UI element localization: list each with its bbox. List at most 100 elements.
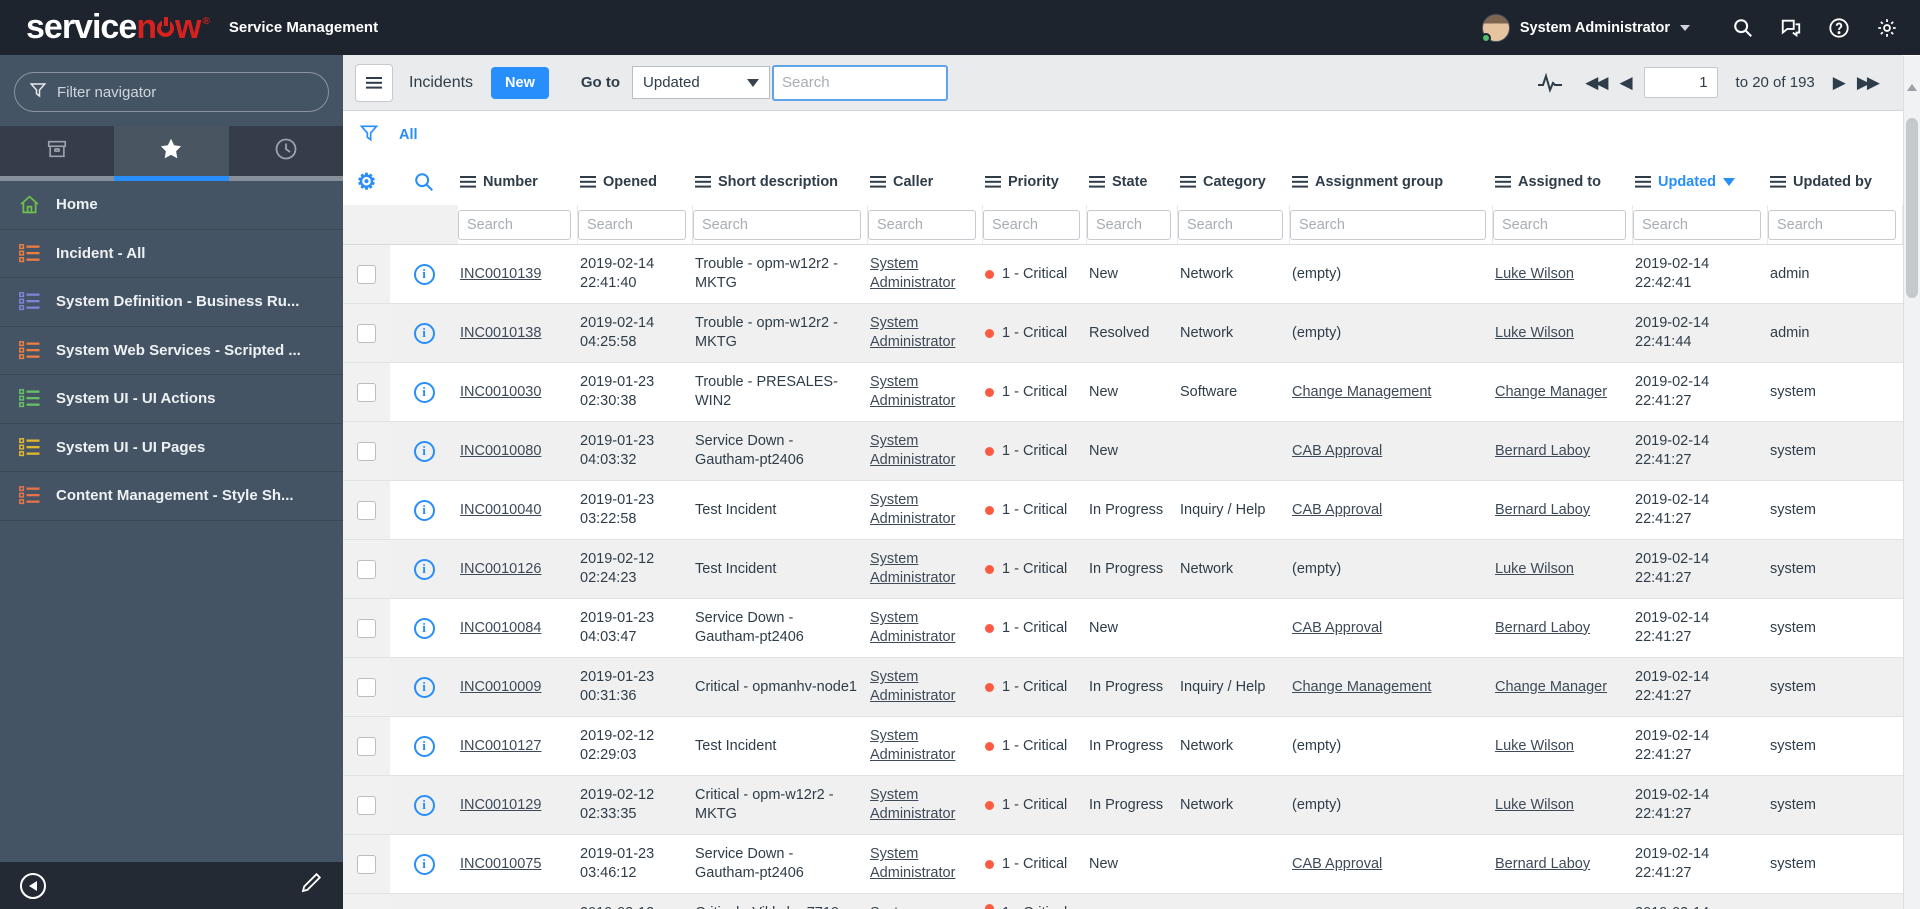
caller-link[interactable]: System Administrator [870, 846, 956, 881]
scrollbar-thumb[interactable] [1906, 118, 1918, 298]
assigned-to-link[interactable]: Bernard Laboy [1495, 501, 1591, 518]
assigned-to-link[interactable]: Luke Wilson [1495, 265, 1574, 282]
first-page-icon[interactable]: ◀◀ [1585, 72, 1608, 92]
info-icon[interactable]: i [413, 263, 435, 285]
caller-link[interactable]: System Administrator [870, 787, 956, 822]
column-search-updated[interactable] [1633, 209, 1761, 240]
tab-history[interactable] [229, 126, 343, 176]
sidebar-item-system-ui-ui-pages[interactable]: System UI - UI Pages [0, 424, 343, 472]
incident-number-link[interactable]: INC0010075 [460, 855, 542, 872]
tab-all-applications[interactable] [0, 126, 114, 176]
row-checkbox[interactable] [357, 500, 376, 520]
new-button[interactable]: New [491, 66, 549, 99]
info-icon[interactable]: i [413, 735, 435, 757]
personalize-list-gear-icon[interactable]: ⚙ [356, 169, 377, 194]
assigned-to-link[interactable]: Luke Wilson [1495, 737, 1574, 754]
incident-number-link[interactable]: INC0010127 [460, 737, 542, 754]
info-icon[interactable]: i [413, 617, 435, 639]
row-checkbox[interactable] [357, 795, 376, 815]
column-header-priority[interactable]: Priority [983, 159, 1087, 205]
row-checkbox[interactable] [357, 854, 376, 874]
info-icon[interactable]: i [413, 558, 435, 580]
assignment-group-link[interactable]: CAB Approval [1292, 619, 1383, 636]
column-search-caller[interactable] [868, 209, 976, 240]
column-header-updated[interactable]: Updated [1633, 159, 1768, 205]
row-checkbox[interactable] [357, 264, 376, 284]
row-checkbox[interactable] [357, 618, 376, 638]
column-search-category[interactable] [1178, 209, 1283, 240]
column-search-updated-by[interactable] [1768, 209, 1896, 240]
row-checkbox[interactable] [357, 677, 376, 697]
info-icon[interactable]: i [413, 853, 435, 875]
assignment-group-link[interactable]: CAB Approval [1292, 855, 1383, 872]
list-search-icon[interactable] [390, 159, 458, 205]
caller-link[interactable]: System Administrator [870, 433, 956, 468]
assigned-to-link[interactable]: Change Manager [1495, 383, 1608, 400]
assignment-group-link[interactable]: Change Management [1292, 678, 1432, 695]
info-icon[interactable]: i [413, 381, 435, 403]
column-search-assignment-group[interactable] [1290, 209, 1486, 240]
caller-link[interactable]: System Administrator [870, 551, 956, 586]
filter-funnel-icon[interactable] [359, 123, 379, 148]
incident-number-link[interactable]: INC0010009 [460, 678, 542, 695]
assigned-to-link[interactable]: Bernard Laboy [1495, 619, 1591, 636]
sidebar-item-home[interactable]: Home [0, 181, 343, 230]
row-checkbox[interactable] [357, 382, 376, 402]
column-search-priority[interactable] [983, 209, 1080, 240]
page-number-input[interactable] [1643, 67, 1718, 98]
assigned-to-link[interactable]: Luke Wilson [1495, 560, 1574, 577]
caller-link[interactable]: System Administrator [870, 315, 956, 350]
incident-number-link[interactable]: INC0010138 [460, 324, 542, 341]
column-search-state[interactable] [1087, 209, 1171, 240]
column-header-opened[interactable]: Opened [578, 159, 693, 205]
column-header-updated-by[interactable]: Updated by [1768, 159, 1903, 205]
caller-link[interactable]: System Administrator [870, 492, 956, 527]
sidebar-item-incident-all[interactable]: Incident - All [0, 230, 343, 278]
incident-number-link[interactable]: INC0010126 [460, 560, 542, 577]
sidebar-item-system-definition-business-ru[interactable]: System Definition - Business Ru... [0, 278, 343, 327]
filter-navigator-input[interactable] [57, 83, 314, 101]
column-header-category[interactable]: Category [1178, 159, 1290, 205]
global-search-icon[interactable] [1732, 17, 1754, 39]
caller-link[interactable]: System Administrator [870, 669, 956, 704]
connect-chat-icon[interactable] [1780, 17, 1802, 39]
assignment-group-link[interactable]: Change Management [1292, 383, 1432, 400]
assigned-to-link[interactable]: Luke Wilson [1495, 796, 1574, 813]
info-icon[interactable]: i [413, 322, 435, 344]
next-page-icon[interactable]: ▶ [1832, 72, 1846, 92]
scroll-up-arrow-icon[interactable] [1907, 84, 1917, 91]
help-icon[interactable] [1828, 17, 1850, 39]
info-icon[interactable]: i [413, 499, 435, 521]
last-page-icon[interactable]: ▶▶ [1856, 72, 1880, 92]
caller-link[interactable]: System Administrator [870, 256, 956, 291]
row-checkbox[interactable] [357, 559, 376, 579]
assignment-group-link[interactable]: CAB Approval [1292, 501, 1383, 518]
previous-page-icon[interactable]: ◀ [1619, 72, 1632, 92]
tab-favorites[interactable] [114, 126, 229, 176]
incident-number-link[interactable]: INC0010139 [460, 265, 542, 282]
column-search-assigned-to[interactable] [1493, 209, 1626, 240]
info-icon[interactable]: i [413, 440, 435, 462]
column-header-caller[interactable]: Caller [868, 159, 983, 205]
row-checkbox[interactable] [357, 441, 376, 461]
collapse-sidebar-icon[interactable] [20, 872, 46, 899]
incident-number-link[interactable]: INC0010040 [460, 501, 542, 518]
row-checkbox[interactable] [357, 736, 376, 756]
caller-link[interactable]: System Administrator [870, 610, 956, 645]
sidebar-item-system-ui-ui-actions[interactable]: System UI - UI Actions [0, 375, 343, 424]
column-header-state[interactable]: State [1087, 159, 1178, 205]
assignment-group-link[interactable]: CAB Approval [1292, 442, 1383, 459]
assigned-to-link[interactable]: Bernard Laboy [1495, 855, 1591, 872]
incident-number-link[interactable]: INC0010084 [460, 619, 542, 636]
list-context-menu-button[interactable] [355, 63, 393, 102]
column-search-short-description[interactable] [693, 209, 861, 240]
caller-link[interactable]: System Administrator [870, 728, 956, 763]
settings-gear-icon[interactable] [1876, 17, 1898, 39]
column-header-number[interactable]: Number [458, 159, 578, 205]
column-header-assigned-to[interactable]: Assigned to [1493, 159, 1633, 205]
sidebar-item-system-web-services-scripted[interactable]: System Web Services - Scripted ... [0, 327, 343, 375]
caller-link[interactable]: System Administrator [870, 904, 973, 909]
incident-number-link[interactable]: INC0010030 [460, 383, 542, 400]
info-icon[interactable]: i [413, 676, 435, 698]
column-search-opened[interactable] [578, 209, 686, 240]
